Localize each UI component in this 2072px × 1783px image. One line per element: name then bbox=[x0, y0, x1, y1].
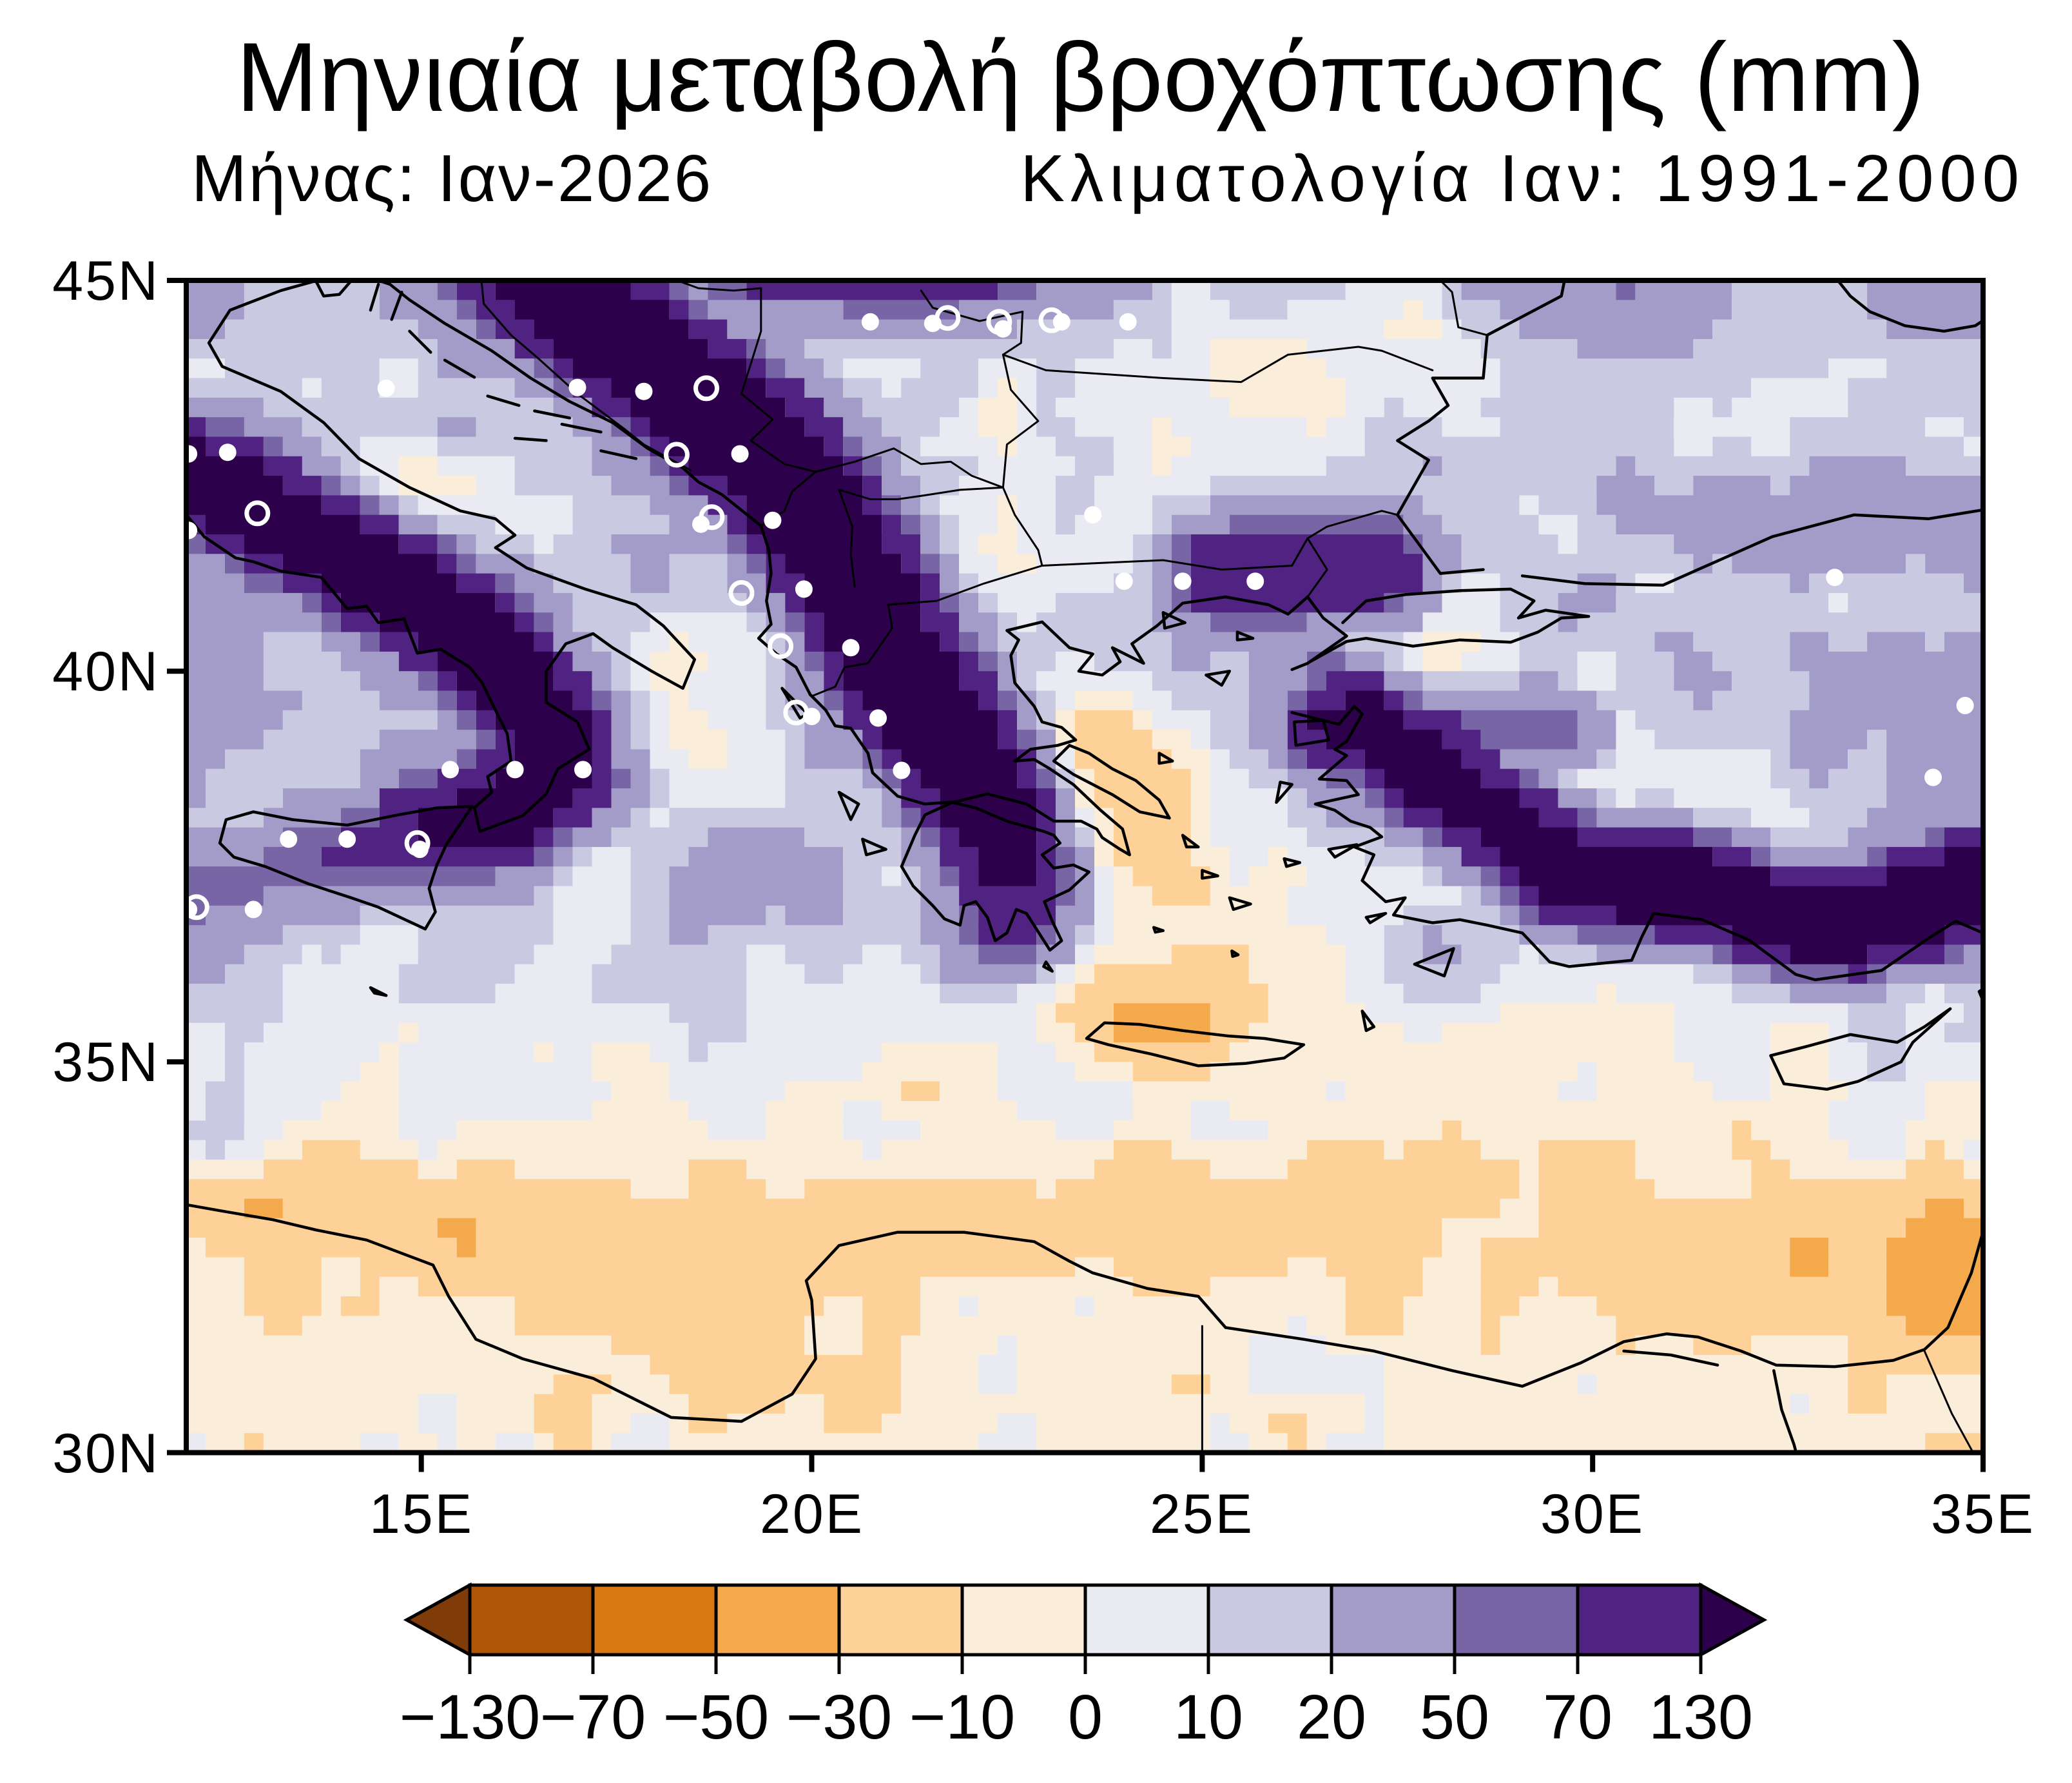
svg-text:Μήνας: Ιαν-2026: Μήνας: Ιαν-2026 bbox=[191, 141, 713, 215]
svg-text:30E: 30E bbox=[1540, 1483, 1645, 1545]
svg-text:20: 20 bbox=[1297, 1682, 1366, 1752]
svg-text:−130: −130 bbox=[400, 1682, 541, 1752]
svg-text:20E: 20E bbox=[760, 1483, 864, 1545]
svg-text:15E: 15E bbox=[369, 1483, 474, 1545]
svg-text:50: 50 bbox=[1420, 1682, 1489, 1752]
svg-text:Μηνιαία μεταβολή βροχόπτωσης (: Μηνιαία μεταβολή βροχόπτωσης (mm) bbox=[237, 23, 1926, 132]
svg-text:35N: 35N bbox=[52, 1031, 160, 1093]
svg-text:130: 130 bbox=[1649, 1682, 1753, 1752]
svg-text:30N: 30N bbox=[52, 1423, 160, 1485]
svg-text:70: 70 bbox=[1543, 1682, 1612, 1752]
svg-text:−30: −30 bbox=[786, 1682, 893, 1752]
svg-text:−10: −10 bbox=[909, 1682, 1016, 1752]
svg-text:Κλιματολογία Ιαν: 1991-2000: Κλιματολογία Ιαν: 1991-2000 bbox=[1020, 141, 2025, 215]
svg-text:−70: −70 bbox=[540, 1682, 646, 1752]
svg-text:0: 0 bbox=[1068, 1682, 1103, 1752]
svg-text:40N: 40N bbox=[52, 641, 160, 703]
svg-text:−50: −50 bbox=[663, 1682, 770, 1752]
svg-text:45N: 45N bbox=[52, 250, 160, 312]
svg-text:25E: 25E bbox=[1150, 1483, 1254, 1545]
svg-text:35E: 35E bbox=[1931, 1483, 2035, 1545]
svg-text:10: 10 bbox=[1174, 1682, 1243, 1752]
